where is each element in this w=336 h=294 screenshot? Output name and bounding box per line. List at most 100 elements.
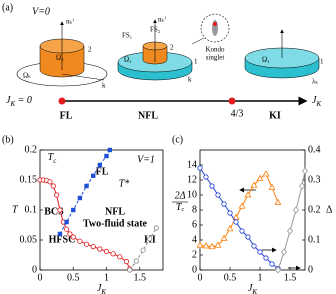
x-tick-label: 0.5 (67, 272, 80, 283)
y-tick-label: 0.1 (25, 204, 38, 215)
point (77, 195, 83, 201)
label: Kondo (205, 46, 225, 54)
x-tick-label: 1.5 (284, 272, 297, 283)
label-sub: K (100, 288, 106, 294)
label-main: J (97, 283, 102, 294)
point (117, 254, 123, 260)
label: 1 (320, 58, 324, 66)
point (70, 234, 76, 240)
point (251, 243, 257, 249)
series-line (59, 149, 111, 235)
point (245, 234, 251, 240)
point (97, 246, 103, 252)
point (250, 181, 258, 188)
point (220, 234, 228, 241)
y-axis-label: Tc (176, 202, 185, 213)
point (140, 247, 146, 253)
series-line (129, 227, 157, 271)
point (202, 242, 210, 249)
y-tick-label: 6 (192, 219, 197, 230)
y-tick-label: 0.05 (20, 234, 38, 245)
point (292, 206, 300, 214)
phase-label: KI (269, 110, 281, 121)
spin (213, 22, 217, 26)
x-axis-label: JK (248, 283, 257, 294)
point (197, 165, 203, 171)
schematic: (a) V=0 nₖᶠ Ω₂ Ωₖ k 2 nₖᶠ FS₁ FS₂ Ω₁ 2 1… (2, 2, 324, 121)
label: k (102, 82, 106, 90)
point (71, 207, 76, 213)
x-tick-label: 0.5 (224, 272, 237, 283)
point (84, 183, 89, 189)
point (63, 226, 70, 232)
point (263, 255, 269, 261)
point (268, 183, 276, 190)
label: Ωₖ (23, 72, 31, 80)
point (54, 192, 60, 198)
label: nₖᶠ (158, 16, 166, 24)
x-tick-label: 0 (38, 272, 43, 283)
label: singlet (206, 54, 225, 62)
point (90, 244, 96, 250)
y-axis-label: 2Δ (175, 190, 186, 201)
point (256, 174, 264, 181)
y-tick-label: 12 (187, 174, 197, 185)
y2-tick-label: 0.2 (308, 204, 321, 215)
y-tick-label: 0.15 (20, 174, 38, 185)
point (110, 251, 116, 257)
point (203, 174, 209, 180)
point (57, 231, 63, 237)
phase-label: FL (60, 110, 73, 121)
label-sub: c (53, 157, 57, 165)
critical-label: 4/3 (231, 108, 244, 119)
label: 2 (170, 44, 174, 52)
point (233, 219, 239, 225)
label-main: J (248, 283, 253, 294)
point (133, 258, 140, 264)
point (77, 238, 83, 244)
point (244, 191, 252, 198)
label: k (188, 76, 192, 84)
y2-tick-label: 0.3 (308, 174, 321, 185)
x-tick-label: 1.5 (133, 272, 146, 283)
point (90, 173, 96, 178)
point (196, 241, 204, 248)
label-sub: c (181, 207, 184, 213)
point (221, 201, 227, 207)
y2-tick-label: 0 (308, 264, 313, 275)
label: λₖ (312, 78, 318, 86)
point (257, 249, 263, 255)
label-main: T (176, 202, 183, 213)
label: Ω₁ (124, 56, 132, 64)
point (50, 183, 56, 189)
point (64, 219, 69, 225)
plot-frame (199, 149, 306, 271)
point (103, 248, 110, 254)
label-sub: K (251, 288, 257, 294)
label: FS₂ (150, 26, 161, 34)
connector (191, 37, 205, 45)
panel-label: (a) (2, 2, 13, 13)
point (107, 147, 113, 153)
point (58, 97, 66, 105)
point (226, 224, 234, 232)
point (269, 261, 275, 267)
v-label: V=0 (32, 6, 50, 17)
y-axis-label: T (12, 204, 19, 215)
y-tick-label: 0.2 (25, 144, 38, 155)
y-tick-label: 14 (187, 159, 197, 170)
annotation: Tc (48, 152, 58, 164)
label: Ω₁ (262, 56, 270, 64)
axis (61, 73, 105, 81)
annotation: NFL (105, 206, 125, 217)
annotation: HFSC (49, 234, 76, 245)
x-tick-label: 1 (258, 272, 263, 283)
y-tick-label: 4 (192, 234, 197, 245)
point (208, 242, 216, 250)
point (57, 207, 63, 213)
point (104, 153, 109, 159)
annotation: Two-fluid state (83, 218, 148, 229)
label-main: T (48, 152, 55, 163)
y-tick-label: 0 (32, 264, 37, 275)
